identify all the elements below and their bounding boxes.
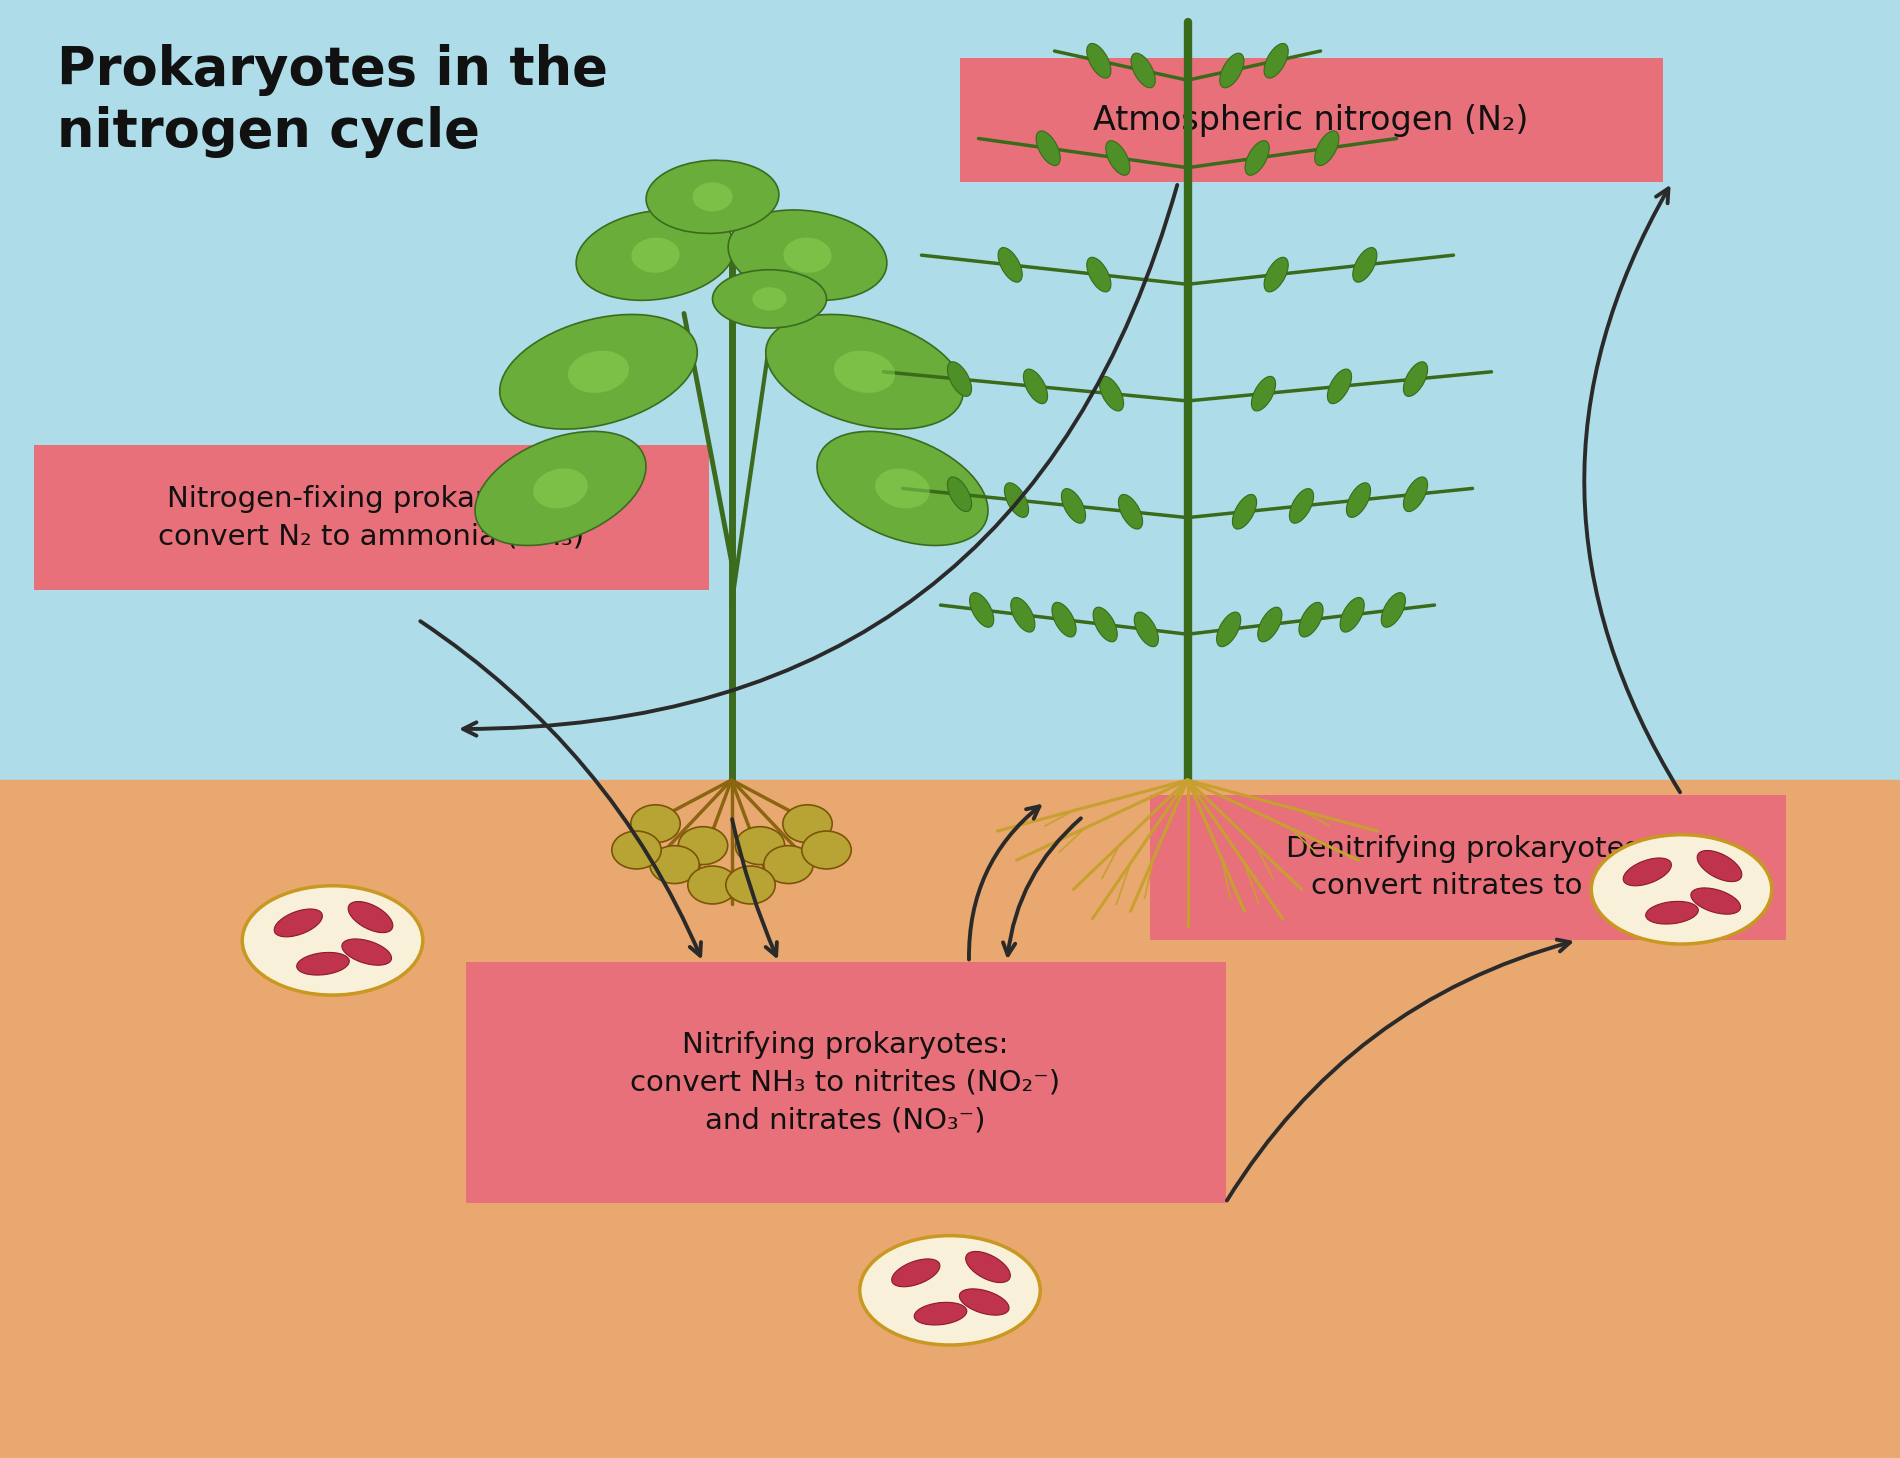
Ellipse shape (1062, 488, 1085, 523)
Ellipse shape (1315, 131, 1340, 166)
Ellipse shape (534, 468, 587, 509)
Ellipse shape (1592, 834, 1771, 945)
Ellipse shape (1347, 483, 1370, 518)
Ellipse shape (342, 939, 391, 965)
Ellipse shape (1340, 598, 1364, 633)
Text: Nitrogen-fixing prokaryotes:
convert N₂ to ammonia (NH₃): Nitrogen-fixing prokaryotes: convert N₂ … (158, 484, 585, 551)
Ellipse shape (1264, 44, 1288, 79)
Ellipse shape (1092, 607, 1117, 642)
Ellipse shape (1404, 477, 1427, 512)
Ellipse shape (1697, 850, 1742, 882)
Ellipse shape (1119, 494, 1142, 529)
Ellipse shape (1106, 140, 1130, 175)
Circle shape (650, 846, 699, 884)
Text: Denitrifying prokaryotes:
convert nitrates to N₂: Denitrifying prokaryotes: convert nitrat… (1286, 834, 1649, 901)
Ellipse shape (998, 248, 1022, 283)
Ellipse shape (568, 351, 629, 392)
Ellipse shape (1053, 602, 1075, 637)
FancyBboxPatch shape (960, 58, 1662, 182)
Ellipse shape (1134, 612, 1159, 647)
Ellipse shape (1244, 140, 1269, 175)
Ellipse shape (1036, 131, 1060, 166)
Ellipse shape (834, 351, 895, 392)
Ellipse shape (1300, 602, 1322, 637)
Text: Atmospheric nitrogen (N₂): Atmospheric nitrogen (N₂) (1092, 104, 1530, 137)
Circle shape (688, 866, 737, 904)
Ellipse shape (243, 886, 422, 996)
Ellipse shape (1233, 494, 1256, 529)
Ellipse shape (1645, 901, 1699, 924)
FancyBboxPatch shape (466, 962, 1226, 1203)
Ellipse shape (1328, 369, 1351, 404)
Circle shape (612, 831, 661, 869)
Circle shape (726, 866, 775, 904)
Ellipse shape (1220, 52, 1244, 87)
Ellipse shape (1290, 488, 1313, 523)
Circle shape (735, 827, 785, 865)
Ellipse shape (1252, 376, 1275, 411)
Ellipse shape (891, 1258, 940, 1287)
Ellipse shape (1353, 248, 1378, 283)
Ellipse shape (1087, 257, 1112, 292)
Ellipse shape (576, 210, 735, 300)
Bar (0, 780, 1900, 1458)
Ellipse shape (783, 238, 832, 273)
Ellipse shape (646, 160, 779, 233)
Ellipse shape (1011, 598, 1036, 633)
Ellipse shape (1005, 483, 1028, 518)
Circle shape (802, 831, 851, 869)
Ellipse shape (969, 592, 994, 627)
Circle shape (764, 846, 813, 884)
Bar (0, 0, 1900, 780)
Circle shape (678, 827, 728, 865)
Ellipse shape (1087, 44, 1112, 79)
Ellipse shape (1623, 857, 1672, 886)
Ellipse shape (296, 952, 350, 975)
Ellipse shape (965, 1251, 1011, 1283)
Ellipse shape (631, 238, 680, 273)
Ellipse shape (1258, 607, 1282, 642)
Text: Nitrifying prokaryotes:
convert NH₃ to nitrites (NO₂⁻)
and nitrates (NO₃⁻): Nitrifying prokaryotes: convert NH₃ to n… (631, 1031, 1060, 1134)
Ellipse shape (1404, 362, 1427, 397)
Circle shape (631, 805, 680, 843)
Ellipse shape (1691, 888, 1740, 914)
Ellipse shape (859, 1236, 1041, 1344)
Ellipse shape (348, 901, 393, 933)
Ellipse shape (1264, 257, 1288, 292)
Ellipse shape (960, 1289, 1009, 1315)
Text: Prokaryotes in the
nitrogen cycle: Prokaryotes in the nitrogen cycle (57, 44, 608, 157)
FancyBboxPatch shape (1150, 795, 1786, 940)
Ellipse shape (475, 432, 646, 545)
Ellipse shape (1216, 612, 1241, 647)
Ellipse shape (500, 315, 697, 429)
Circle shape (783, 805, 832, 843)
Ellipse shape (1130, 52, 1155, 87)
Ellipse shape (876, 468, 929, 509)
Ellipse shape (948, 362, 971, 397)
Ellipse shape (274, 908, 323, 937)
Ellipse shape (712, 270, 826, 328)
Ellipse shape (1100, 376, 1123, 411)
Ellipse shape (766, 315, 963, 429)
Ellipse shape (914, 1302, 967, 1325)
Ellipse shape (948, 477, 971, 512)
Ellipse shape (1024, 369, 1047, 404)
Ellipse shape (1381, 592, 1406, 627)
FancyBboxPatch shape (34, 445, 709, 590)
Ellipse shape (752, 287, 787, 311)
Ellipse shape (728, 210, 887, 300)
Ellipse shape (817, 432, 988, 545)
Ellipse shape (694, 182, 732, 211)
